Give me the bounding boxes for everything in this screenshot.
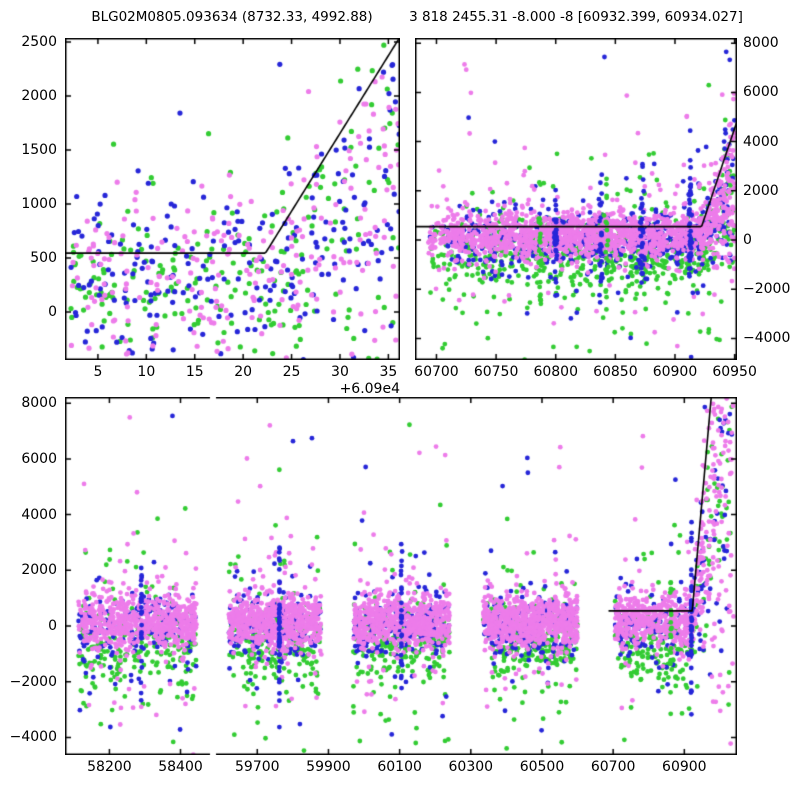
tick-label: 60500 bbox=[519, 759, 565, 775]
tick-label: 58400 bbox=[158, 759, 203, 775]
plot-canvas-0 bbox=[65, 38, 400, 360]
tick-label: 8000 bbox=[743, 35, 779, 52]
tick-label: 1500 bbox=[21, 142, 57, 158]
tick-label: 15 bbox=[185, 364, 204, 380]
tick-label: 5 bbox=[93, 364, 103, 380]
tick-label: −4000 bbox=[743, 330, 791, 347]
tick-label: 2500 bbox=[21, 33, 57, 50]
plot1-title: BLG02M0805.093634 (8732.33, 4992.88) bbox=[91, 9, 373, 25]
tick-label: 60700 bbox=[414, 364, 459, 380]
tick-label: 35 bbox=[379, 364, 398, 380]
tick-label: 4000 bbox=[743, 133, 779, 150]
tick-label: −2000 bbox=[9, 673, 57, 690]
tick-label: 500 bbox=[30, 250, 57, 267]
tick-label: 0 bbox=[48, 618, 57, 634]
tick-label: 6000 bbox=[743, 84, 779, 101]
tick-label: 60900 bbox=[662, 759, 707, 775]
tick-label: 20 bbox=[234, 364, 253, 380]
tick-label: 1000 bbox=[21, 196, 57, 213]
tick-label: 0 bbox=[743, 231, 752, 248]
tick-label: 60300 bbox=[448, 759, 494, 775]
tick-label: 25 bbox=[282, 364, 301, 380]
tick-label: 2000 bbox=[743, 182, 779, 199]
tick-label: 60100 bbox=[377, 759, 422, 775]
tick-label: 2000 bbox=[21, 562, 57, 579]
tick-label: 60800 bbox=[533, 364, 578, 380]
tick-label: 2000 bbox=[21, 88, 57, 104]
tick-label: 60750 bbox=[473, 364, 519, 380]
plot-canvas-2 bbox=[65, 397, 737, 755]
tick-label: 10 bbox=[137, 364, 156, 380]
x-axis-offset-label: +6.09e4 bbox=[339, 381, 400, 397]
tick-label: 60850 bbox=[593, 364, 638, 380]
tick-label: 59700 bbox=[235, 759, 280, 775]
plot-canvas-1 bbox=[415, 38, 737, 360]
tick-label: −4000 bbox=[9, 729, 57, 746]
tick-label: 30 bbox=[331, 364, 349, 380]
tick-label: 60700 bbox=[590, 759, 636, 775]
plot2-title: 3 818 2455.31 -8.000 -8 [60932.399, 6093… bbox=[409, 9, 743, 25]
tick-label: 0 bbox=[48, 304, 57, 321]
tick-label: 60950 bbox=[712, 364, 757, 380]
tick-label: 6000 bbox=[21, 450, 57, 467]
tick-label: −2000 bbox=[743, 281, 791, 298]
tick-label: 58200 bbox=[87, 759, 132, 775]
tick-label: 60900 bbox=[652, 364, 698, 380]
tick-label: 4000 bbox=[21, 506, 57, 523]
tick-label: 8000 bbox=[21, 395, 57, 412]
tick-label: 59900 bbox=[306, 759, 351, 775]
